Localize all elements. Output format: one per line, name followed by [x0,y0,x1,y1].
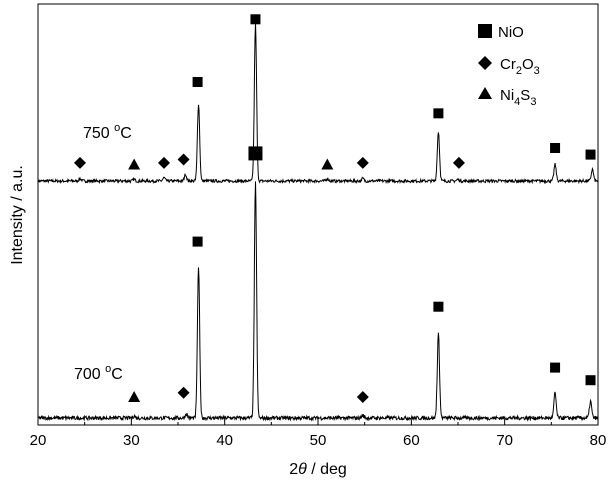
y-axis-title: Intensity / a.u. [9,165,26,265]
marker-1-1-diamond [177,386,190,399]
x-tick-label-60: 60 [403,432,420,449]
legend-label-cr2o3: Cr2O3 [500,56,540,77]
series-label-700: 700 oC [74,363,123,383]
marker-0-7-diamond [356,156,369,169]
marker-0-6-triangle [321,158,334,170]
series-line-1 [37,181,599,422]
marker-1-2-square [192,236,203,247]
marker-1-6-square [550,362,561,373]
marker-0-4-square [192,77,203,87]
marker-0-11-square [585,149,596,160]
marker-1-0-triangle [128,391,141,402]
legend-label-nio: NiO [498,24,524,41]
series-label-750: 750 oC [83,122,132,142]
marker-1-3-square-large [248,146,263,161]
x-tick-label-20: 20 [30,432,47,449]
peak-markers [74,14,596,403]
x-tick-label-80: 80 [590,432,607,449]
marker-0-1-triangle [128,158,141,170]
marker-1-7-square [585,375,596,386]
marker-0-3-diamond [177,153,190,166]
x-tick-label-50: 50 [310,432,327,449]
x-axis-title: 2θ / deg [289,461,347,478]
marker-1-5-square [433,301,444,312]
marker-0-0-diamond [74,156,86,169]
legend-diamond-icon [478,56,492,70]
legend-triangle-icon [478,87,492,99]
legend: NiO Cr2O3 Ni4S3 [478,24,540,108]
x-tick-label-40: 40 [216,432,233,449]
series-line-0 [37,23,599,185]
legend-square-icon [478,24,492,38]
x-tick-label-30: 30 [123,432,140,449]
marker-0-9-diamond [452,156,465,169]
x-tick-label-70: 70 [496,432,513,449]
traces [37,23,599,422]
marker-0-8-square [433,108,444,119]
marker-0-2-diamond [158,156,170,169]
marker-0-5-square [250,14,261,25]
marker-1-4-diamond [356,391,369,403]
x-axis-ticks: 20 30 40 50 60 70 80 [30,419,607,449]
marker-0-10-square [550,143,561,153]
legend-label-ni4s3: Ni4S3 [500,87,536,108]
